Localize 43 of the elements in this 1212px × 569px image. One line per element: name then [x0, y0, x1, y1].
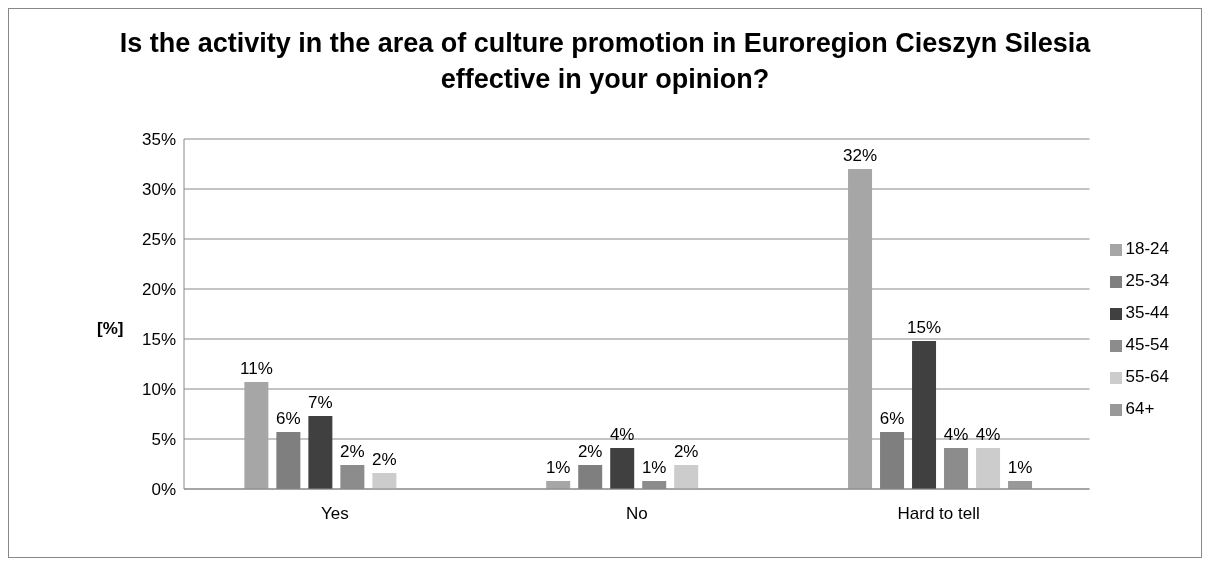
data-label: 2%: [673, 442, 699, 461]
data-label: 32%: [843, 146, 878, 165]
data-label: 6%: [879, 409, 905, 428]
bar: [244, 382, 269, 489]
y-tick-label: 10%: [141, 380, 176, 400]
data-label: 4%: [943, 425, 969, 444]
legend-label: 35-44: [1125, 303, 1169, 322]
data-label: 2%: [340, 442, 365, 461]
data-label: 7%: [308, 393, 333, 412]
legend-label: 45-54: [1125, 335, 1169, 354]
chart-title: Is the activity in the area of culture promotion in Euroregion Cieszyn Silesia effective in your opinion?: [118, 27, 1092, 96]
data-label: 1%: [545, 458, 571, 477]
legend-label: 25-34: [1125, 271, 1169, 290]
x-tick-label: Yes: [321, 504, 349, 524]
bar: [308, 416, 333, 489]
y-tick-label: 5%: [151, 430, 176, 450]
legend-label: 55-64: [1125, 367, 1169, 386]
x-tick-label: Hard to tell: [897, 504, 980, 524]
bar: [372, 473, 397, 489]
bar: [610, 448, 635, 489]
data-label: 2%: [372, 450, 397, 469]
data-label: 4%: [975, 425, 1001, 444]
y-tick-label: 0%: [151, 480, 176, 500]
bar: [674, 465, 699, 489]
legend-label: 18-24: [1125, 239, 1169, 258]
y-tick-label: 15%: [141, 330, 176, 350]
data-label: 6%: [276, 409, 301, 428]
y-tick-label: 30%: [141, 180, 176, 200]
data-label: 4%: [609, 425, 635, 444]
data-label: 1%: [641, 458, 667, 477]
y-tick-label: 35%: [141, 130, 176, 150]
y-tick-label: 20%: [141, 280, 176, 300]
data-label: 15%: [907, 318, 942, 337]
x-tick-label: No: [625, 504, 648, 524]
data-label: 11%: [239, 359, 273, 378]
bar: [848, 169, 873, 489]
legend-label: 64+: [1125, 399, 1155, 418]
data-label: 2%: [577, 442, 603, 461]
bar: [912, 341, 937, 489]
y-axis-title: [%]: [97, 319, 124, 339]
y-tick-label: 25%: [141, 230, 176, 250]
data-label: 1%: [1007, 458, 1033, 477]
bar: [976, 448, 1001, 489]
